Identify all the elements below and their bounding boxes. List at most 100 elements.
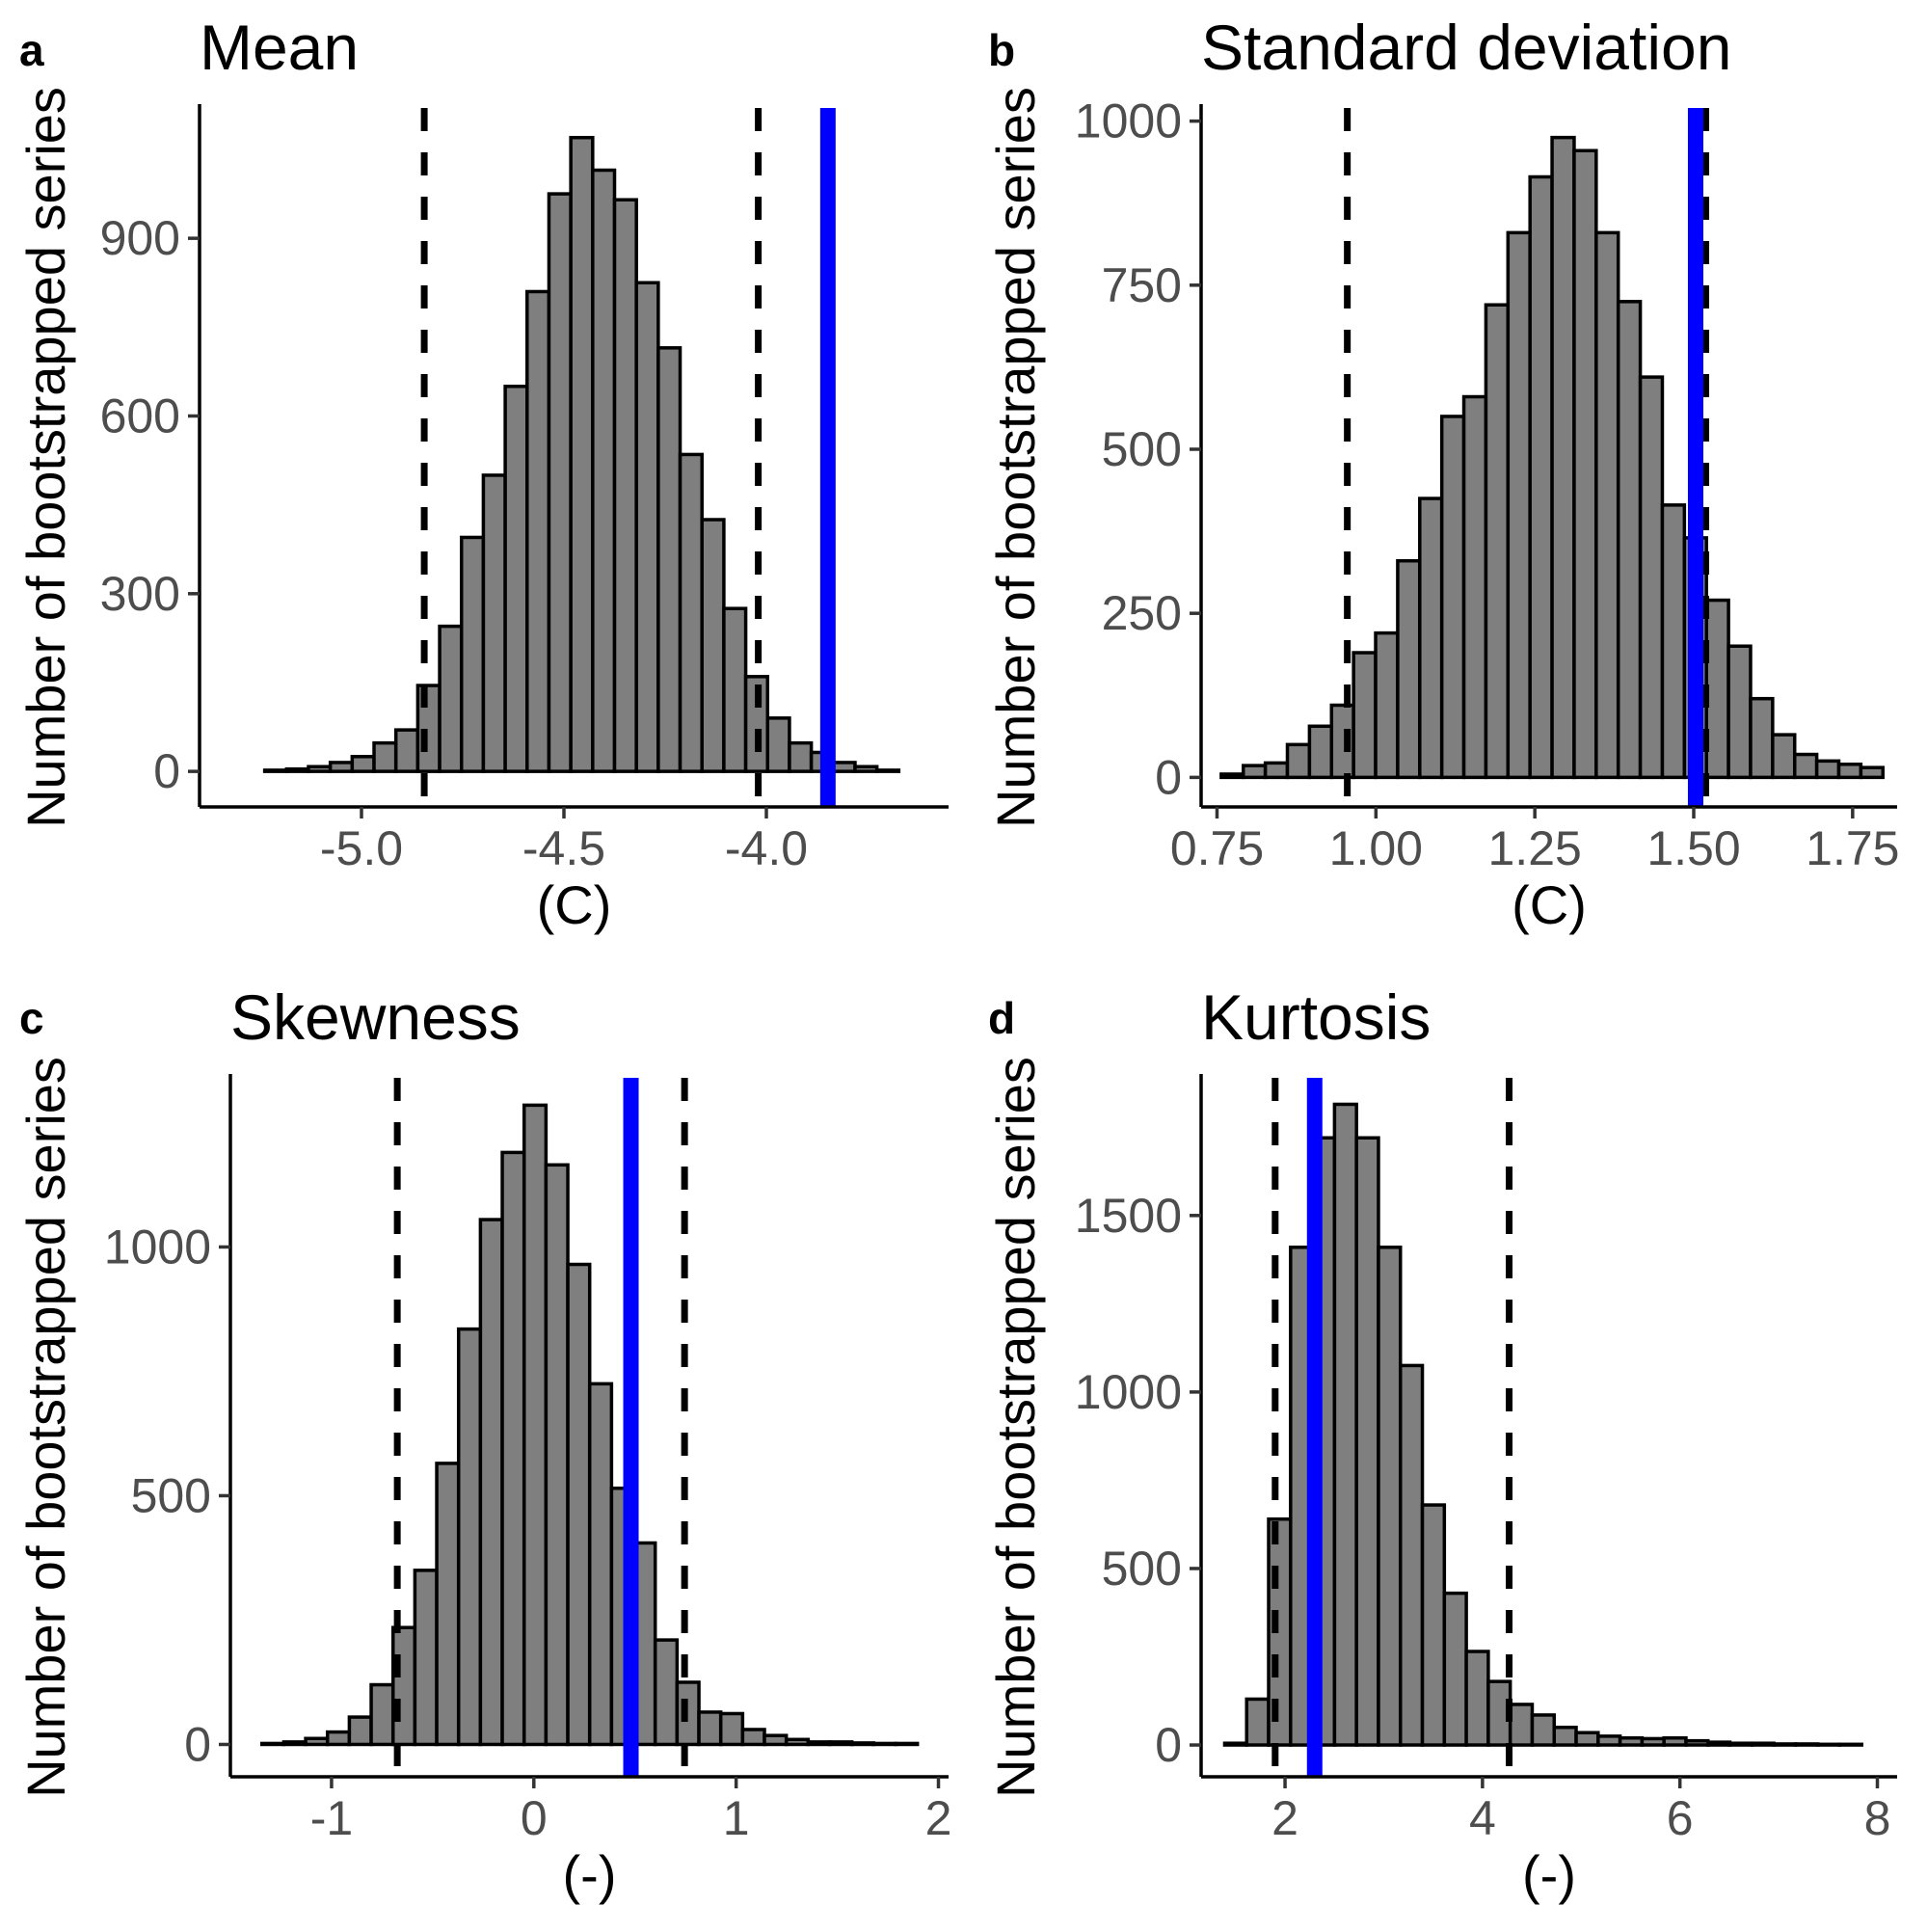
histogram-bar <box>393 728 420 773</box>
x-tick-label: -1 <box>310 1791 353 1845</box>
histogram-bar <box>1618 1735 1645 1747</box>
histogram-bar <box>1550 135 1576 780</box>
panel-letter: b <box>988 25 1015 75</box>
histogram-bar <box>718 1711 745 1747</box>
histogram-bar <box>591 168 617 773</box>
histogram-bar <box>456 1327 483 1747</box>
histogram-bar <box>304 1736 330 1747</box>
histogram-bar <box>503 385 529 773</box>
histogram-bar <box>569 135 595 773</box>
histogram-bar <box>1420 1503 1447 1747</box>
histogram-bar <box>1508 1703 1535 1747</box>
x-tick-label: -5.0 <box>320 821 403 875</box>
x-axis-title: (C) <box>1512 874 1587 935</box>
y-tick-label: 0 <box>1155 750 1182 804</box>
histogram-bar <box>1594 230 1620 780</box>
histogram-bar <box>435 1462 461 1747</box>
x-tick-label: 1.50 <box>1646 821 1740 875</box>
histogram-bar <box>481 473 507 773</box>
panel-c: 0 500 1000 -1 0 1 2 c Skewness (-) Number of boots… <box>15 981 952 1905</box>
histogram-bar <box>1374 631 1400 780</box>
histogram-bar <box>1528 174 1554 780</box>
histogram-bar <box>438 624 464 773</box>
y-tick-label: 0 <box>153 744 180 798</box>
histogram-bar <box>1772 1742 1798 1747</box>
histogram-bar <box>763 1733 789 1747</box>
x-tick-label: -4.0 <box>725 821 808 875</box>
x-tick-label: 8 <box>1864 1791 1891 1845</box>
histogram-bar <box>675 1680 701 1747</box>
y-axis-title: Number of bootstrapped series <box>985 1057 1046 1798</box>
histogram-bar <box>1640 1736 1666 1747</box>
y-tick-label: 750 <box>1102 258 1182 312</box>
histogram-bar <box>1859 765 1886 780</box>
histogram-bar <box>1263 761 1290 780</box>
panel-d: 0 500 1000 1500 2 4 6 8 d Kurtosis (-) Number of bo… <box>985 981 1897 1905</box>
histogram-bar <box>871 1741 897 1747</box>
histogram-bar <box>350 755 376 773</box>
histogram-bar <box>1245 1697 1271 1747</box>
histogram-bar <box>1219 772 1245 780</box>
x-tick-label: 2 <box>925 1791 952 1845</box>
histogram-bar <box>281 1740 308 1747</box>
histogram-bar <box>1354 1136 1380 1747</box>
histogram-bar <box>697 1710 723 1747</box>
histogram-bar <box>1727 1741 1754 1747</box>
histogram-bars <box>259 1103 920 1747</box>
histogram-bar <box>525 289 551 773</box>
x-tick-label: 1.00 <box>1329 821 1423 875</box>
histogram-bar <box>1749 696 1775 780</box>
histogram-bar <box>1660 503 1687 780</box>
panel-b: 0 250 500 750 1000 0.75 1.00 1.25 1.50 1.75 b Stand… <box>985 12 1900 935</box>
y-tick-label: 500 <box>1102 422 1182 476</box>
histogram-bar <box>1596 1734 1622 1747</box>
histogram-bars <box>1219 135 1886 780</box>
histogram-bar <box>328 761 355 773</box>
histogram-bar <box>372 740 398 773</box>
x-axis-title: (C) <box>537 874 612 935</box>
histogram-bar <box>1794 1742 1820 1747</box>
x-tick-label: 0.75 <box>1170 821 1264 875</box>
histogram-bar <box>1552 1725 1578 1747</box>
histogram-bars <box>262 135 901 773</box>
y-tick-label: 0 <box>184 1717 211 1771</box>
histogram-bar <box>1750 1741 1776 1747</box>
panel-title: Mean <box>200 12 359 83</box>
panel-title: Kurtosis <box>1201 981 1431 1053</box>
histogram-bar <box>413 1569 439 1747</box>
y-tick-label: 1000 <box>1075 94 1182 148</box>
histogram-bar <box>262 768 289 773</box>
histogram-bar <box>544 1163 570 1747</box>
y-tick-label: 1000 <box>104 1220 211 1274</box>
panel-title: Standard deviation <box>1201 12 1731 83</box>
histogram-bar <box>284 766 310 773</box>
histogram-bar <box>459 535 486 773</box>
histogram-bar <box>500 1150 526 1747</box>
histogram-bar <box>1771 733 1797 780</box>
histogram-bar <box>347 1715 373 1747</box>
histogram-bar <box>1572 148 1598 780</box>
histogram-bar <box>634 281 660 773</box>
histogram-bar <box>765 716 791 773</box>
histogram-bar <box>1815 1742 1842 1747</box>
histogram-bar <box>522 1103 549 1747</box>
histogram-bar <box>1792 752 1819 780</box>
histogram-bar <box>587 1382 614 1747</box>
y-axis-title: Number of bootstrapped series <box>15 87 76 828</box>
histogram-bar <box>678 452 704 773</box>
histogram-bar <box>1506 230 1532 780</box>
histogram-bar <box>1837 1742 1864 1747</box>
panel-letter: a <box>19 25 44 75</box>
histogram-bar <box>1684 1738 1710 1747</box>
histogram-bar <box>1285 742 1312 780</box>
histogram-bar <box>307 765 333 773</box>
histogram-bar <box>849 1741 876 1747</box>
y-tick-label: 900 <box>100 211 180 265</box>
histogram-bar <box>325 1730 352 1747</box>
histogram-bars <box>1222 1102 1864 1747</box>
y-tick-label: 500 <box>1102 1542 1182 1596</box>
histogram-bar <box>1352 651 1378 780</box>
y-tick-label: 300 <box>100 567 180 621</box>
x-tick-label: 0 <box>521 1791 548 1845</box>
x-tick-label: 4 <box>1469 1791 1496 1845</box>
